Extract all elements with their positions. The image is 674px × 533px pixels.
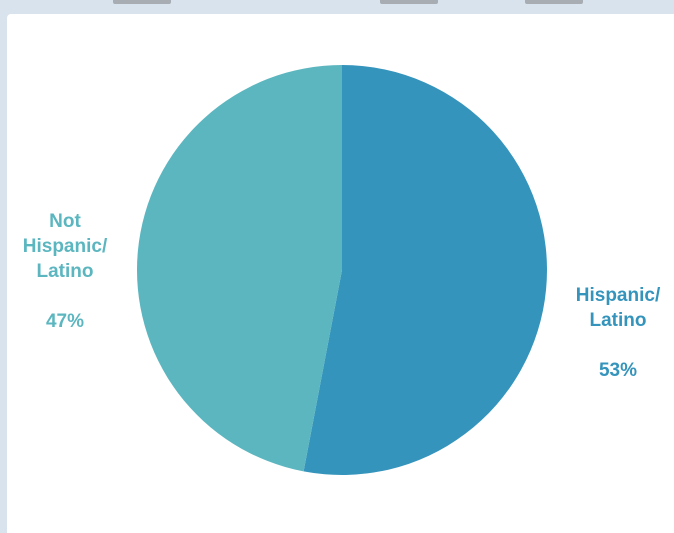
slice-label-hispanic-latino: Hispanic/ Latino 53% xyxy=(563,258,673,383)
pie-slice-not-hispanic-latino xyxy=(136,64,342,472)
slice-label-not-hispanic-latino-percent: 47% xyxy=(45,311,85,332)
slice-label-not-hispanic-latino: Not Hispanic/ Latino 47% xyxy=(10,184,120,334)
slice-label-hispanic-latino-name: Hispanic/ Latino xyxy=(575,285,661,331)
top-strip xyxy=(0,0,674,14)
tab-stub xyxy=(525,0,583,4)
tab-stub xyxy=(113,0,171,4)
tab-stub xyxy=(380,0,438,4)
pie-slice-hispanic-latino xyxy=(303,65,547,475)
slice-label-hispanic-latino-percent: 53% xyxy=(598,360,638,381)
slice-label-not-hispanic-latino-name: Not Hispanic/ Latino xyxy=(22,211,108,282)
